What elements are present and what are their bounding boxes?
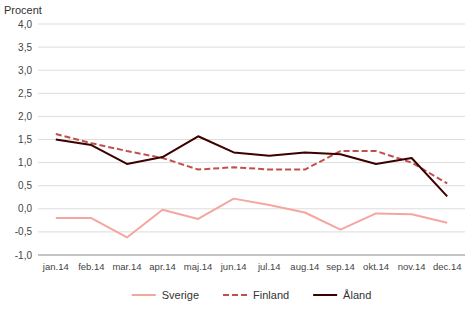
y-tick-label: -1,0 [15,250,33,261]
legend-label: Åland [343,289,371,301]
grid-line [38,93,465,94]
legend-swatch [223,294,247,296]
x-tick-label: jan.14 [42,261,69,272]
x-tick-label: aug.14 [290,261,319,272]
x-tick-label: nov.14 [398,261,426,272]
grid-line [38,70,465,71]
chart: -1,0 -0,5 0,0 0,5 1,0 1,5 2,0 2,5 3,0 3,5 4,0 Proce… [0,0,475,309]
legend-swatch [132,294,156,296]
grid-line [38,255,465,256]
lines [56,134,447,237]
grid-line [38,162,465,163]
series-line [56,134,447,183]
x-axis: jan.14 feb.14 mar.14 apr.14 maj.14 jun.14 jul.… [42,261,462,272]
y-tick-label: -0,5 [15,226,33,237]
legend-swatch [313,294,337,296]
x-tick-label: jun.14 [220,261,247,272]
x-tick-label: maj.14 [184,261,213,272]
grid-line [38,24,465,25]
y-tick-label: 3,0 [18,65,32,76]
x-tick-label: mar.14 [112,261,141,272]
x-tick-label: feb.14 [78,261,104,272]
y-tick-label: 3,5 [18,42,32,53]
y-tick-label: 2,0 [18,111,32,122]
y-axis: -1,0 -0,5 0,0 0,5 1,0 1,5 2,0 2,5 3,0 3,5 4,0 [15,19,33,261]
legend-item: Åland [313,289,371,301]
grid-line [38,116,465,117]
legend: Sverige Finland Åland [132,289,372,301]
legend-label: Sverige [162,289,199,301]
series-line [56,199,447,238]
legend-item: Finland [223,289,289,301]
legend-label: Finland [253,289,289,301]
series-line [56,136,447,196]
y-axis-label: Procent [4,4,42,16]
x-axis-line [38,255,465,256]
grid-line [38,185,465,186]
y-tick-label: 0,0 [18,203,32,214]
x-tick-label: sep.14 [326,261,355,272]
x-tick-label: jul.14 [257,261,281,272]
grid-line [38,47,465,48]
x-tick-label: dec.14 [433,261,462,272]
y-tick-label: 4,0 [18,19,32,30]
legend-item: Sverige [132,289,199,301]
grid [38,24,465,255]
grid-line [38,139,465,140]
grid-line [38,208,465,209]
y-tick-label: 2,5 [18,88,32,99]
y-tick-label: 1,5 [18,134,32,145]
x-tick-label: apr.14 [149,261,175,272]
y-tick-label: 1,0 [18,157,32,168]
grid-line [38,231,465,232]
y-tick-label: 0,5 [18,180,32,191]
x-tick-label: okt.14 [363,261,389,272]
